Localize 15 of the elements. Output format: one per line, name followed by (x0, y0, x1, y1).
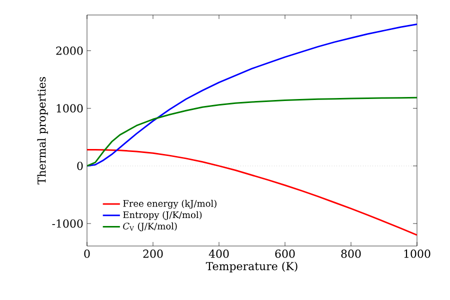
x-tick-label: 0 (84, 250, 90, 258)
x-tick-label: 1000 (404, 250, 430, 258)
x-tick-label: 400 (208, 250, 229, 258)
x-tick-label: 200 (143, 250, 163, 258)
y-tick-label: -1000 (52, 219, 83, 228)
y-tick-label: 1000 (56, 104, 83, 112)
legend-label: C$_{V}$ (J/K/mol) (123, 222, 177, 232)
x-axis-title: Temperature (K) (206, 262, 298, 272)
x-tick-label: 600 (275, 250, 295, 258)
legend-label: Entropy (J/K/mol) (123, 211, 202, 220)
y-tick-label: 0 (77, 162, 83, 170)
y-tick-label: 2000 (56, 46, 83, 55)
y-axis-title: Thermal properties (37, 77, 48, 184)
x-tick-label: 800 (341, 250, 361, 258)
legend-label: Free energy (kJ/mol) (123, 200, 216, 209)
